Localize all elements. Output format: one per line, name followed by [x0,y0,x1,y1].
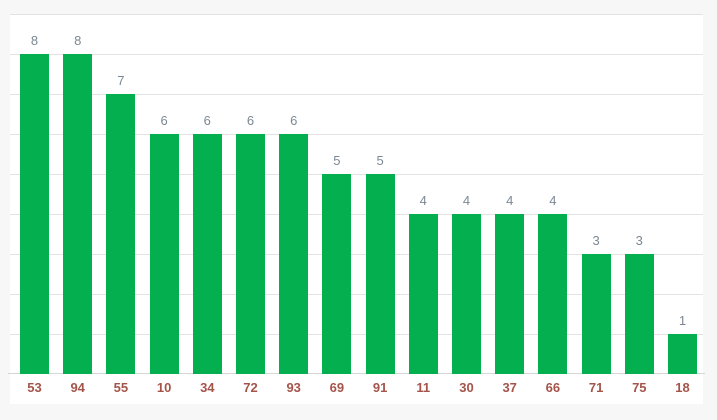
bar-value-label: 3 [592,233,600,248]
bar-value-label: 1 [678,313,687,328]
x-axis-label: 55 [113,380,129,395]
x-axis-label: 69 [329,380,345,395]
x-axis-label: 93 [286,380,301,395]
bar-value-label: 6 [160,113,168,128]
x-axis-label: 37 [502,380,517,395]
bar-value-label: 6 [246,113,255,128]
x-axis: 53 94 55 10 34 72 93 69 91 11 30 37 66 71 75 18 [10,374,703,404]
x-axis-label: 71 [588,380,604,395]
x-axis-label: 18 [675,380,690,395]
bar-value-label: 7 [117,73,125,88]
bar-value-label: 5 [333,153,341,168]
bar-value-label: 3 [635,233,643,248]
gridline [10,294,703,295]
gridline [10,254,703,255]
bar-value-label: 6 [290,113,298,128]
bar[interactable] [149,134,179,374]
bar-value-label: 4 [549,193,557,208]
bar[interactable] [322,174,352,374]
bar[interactable] [192,134,222,374]
x-axis-label: 75 [632,380,647,395]
bar-value-label: 4 [506,193,514,208]
bar[interactable] [365,174,395,374]
bar-value-label: 8 [74,33,82,48]
bar[interactable] [279,134,309,374]
x-axis-label: 91 [372,380,388,395]
x-axis-label: 66 [545,380,561,395]
bar[interactable] [236,134,265,374]
gridline [10,334,703,335]
bar-value-label: 4 [462,193,471,208]
bar[interactable] [538,214,568,374]
x-axis-label: 94 [70,380,85,395]
gridline [10,134,703,135]
gridline [10,174,703,175]
x-axis-label: 10 [156,380,172,395]
bar-value-label: 8 [30,33,39,48]
bar[interactable] [624,254,654,374]
bar[interactable] [106,94,136,374]
gridline [10,54,703,55]
bar[interactable] [581,254,611,374]
bar[interactable] [668,334,697,374]
bar[interactable] [63,54,93,374]
x-axis-label: 34 [200,380,215,395]
bar[interactable] [408,214,438,374]
gridline [10,214,703,215]
bar-value-label: 5 [376,153,384,168]
x-axis-label: 53 [27,380,42,395]
bar-value-label: 4 [419,193,427,208]
gridline [10,94,703,95]
x-axis-label: 30 [459,380,474,395]
bar-value-label: 6 [203,113,211,128]
x-axis-baseline [8,373,705,374]
bar[interactable] [452,214,481,374]
x-axis-label: 11 [416,380,431,395]
bar[interactable] [495,214,525,374]
x-axis-label: 72 [243,380,258,395]
bar[interactable] [20,54,49,374]
gridline [10,14,703,15]
plot-area: 8 8 7 6 6 6 6 5 5 4 4 4 4 3 3 1 [8,14,705,374]
